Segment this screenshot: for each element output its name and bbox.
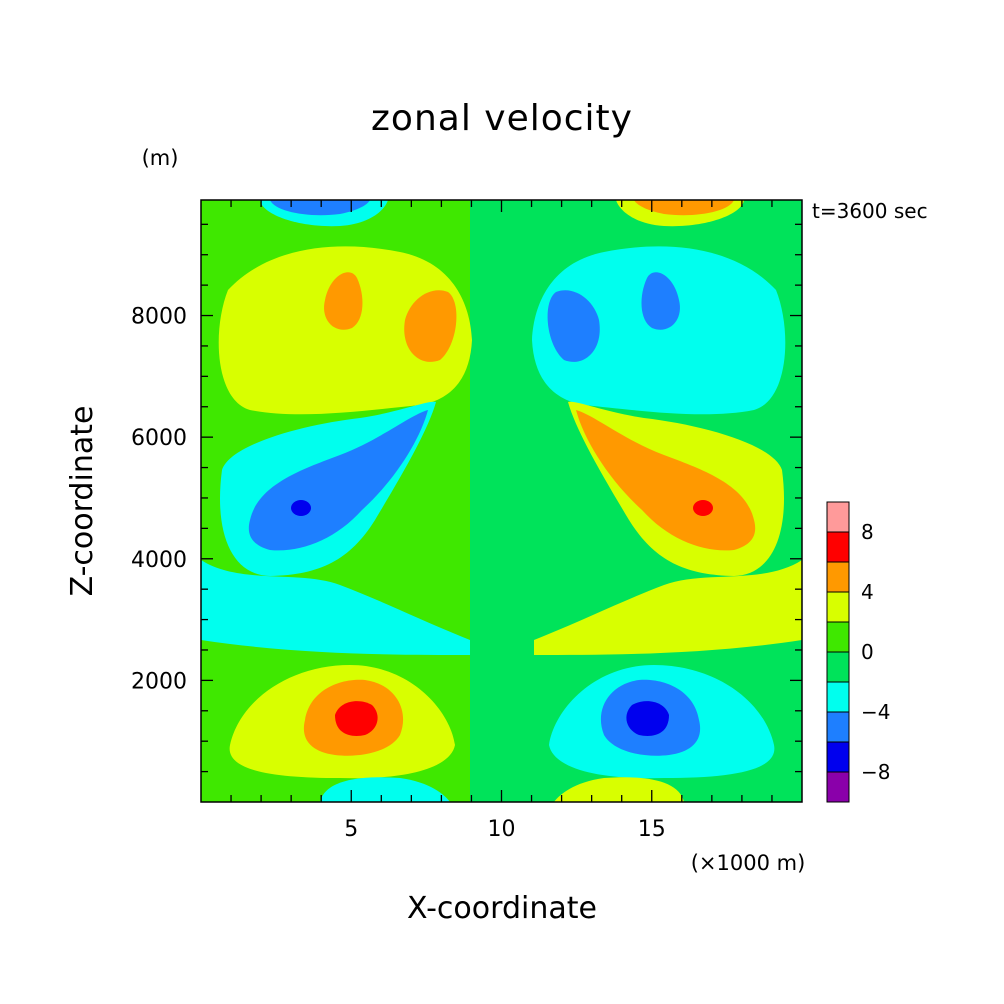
- region-upper-right-negative: [532, 246, 786, 415]
- colorbar-swatch: [826, 711, 850, 743]
- colorbar-swatch: [826, 531, 850, 563]
- region-mid-right-orange: [576, 410, 756, 551]
- y-unit-label: (m): [142, 146, 179, 170]
- colorbar-swatch: [826, 621, 850, 653]
- colorbar-swatch: [826, 501, 850, 533]
- colorbar-swatch: [826, 771, 850, 803]
- region-mid-right-core: [693, 500, 713, 516]
- region-bottom-edge-left: [320, 777, 450, 802]
- region-mid-left-blue: [248, 410, 428, 551]
- x-tick-labels: 5 10 15: [344, 817, 666, 842]
- colorbar-swatch: [826, 651, 850, 683]
- region-upper-right-blue-b: [547, 290, 600, 362]
- colorbar-swatch: [826, 591, 850, 623]
- colorbar-label: 8: [861, 520, 874, 544]
- plot-area: [201, 200, 802, 802]
- x-tick-label: 15: [638, 817, 666, 842]
- x-unit-label: (×1000 m): [691, 851, 806, 875]
- colorbar-labels: 8 4 0 −4 −8: [861, 520, 890, 784]
- region-upper-right-blue-a: [641, 272, 680, 330]
- colorbar-swatch: [826, 561, 850, 593]
- region-mid-left-core: [291, 500, 311, 516]
- x-tick-label: 10: [488, 817, 516, 842]
- y-tick-label: 6000: [131, 426, 187, 451]
- x-tick-label: 5: [344, 817, 358, 842]
- colorbar-label: −8: [861, 760, 890, 784]
- x-axis-label: X-coordinate: [407, 891, 597, 926]
- region-top-edge-right-core: [634, 200, 734, 216]
- y-tick-label: 8000: [131, 305, 187, 330]
- field-center-band: [470, 200, 534, 802]
- region-lower-right-positive: [534, 560, 802, 655]
- chart-title: zonal velocity: [371, 98, 633, 139]
- region-top-edge-left-core: [270, 200, 370, 216]
- region-upper-left-orange-b: [404, 290, 457, 362]
- colorbar-label: 4: [861, 580, 874, 604]
- y-tick-labels: 2000 4000 6000 8000: [131, 305, 187, 695]
- y-tick-label: 4000: [131, 548, 187, 573]
- region-lower-left-negative: [201, 560, 470, 655]
- y-axis-label: Z-coordinate: [65, 406, 100, 597]
- y-tick-label: 2000: [131, 669, 187, 694]
- axis-ticks: [201, 200, 802, 802]
- region-upper-left-positive: [218, 246, 472, 415]
- colorbar-swatch: [826, 741, 850, 773]
- colorbar: [826, 501, 850, 803]
- region-bottom-right-core: [626, 701, 669, 736]
- colorbar-swatch: [826, 681, 850, 713]
- region-upper-left-orange-a: [324, 272, 363, 330]
- time-annotation: t=3600 sec: [812, 199, 928, 223]
- colorbar-label: −4: [861, 700, 890, 724]
- colorbar-label: 0: [861, 640, 874, 664]
- region-bottom-left-red: [335, 701, 378, 736]
